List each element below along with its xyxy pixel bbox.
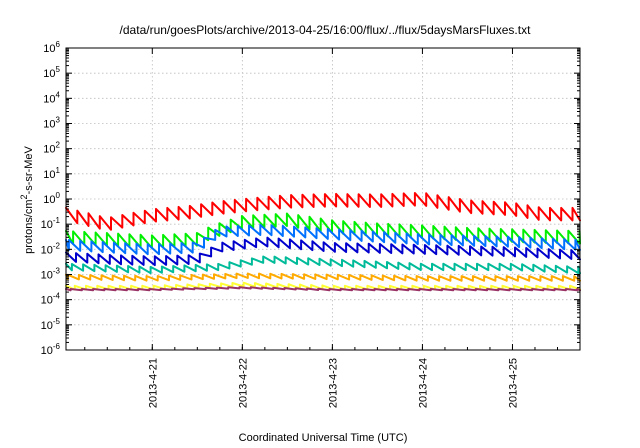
y-tick-label: 106 [43, 40, 60, 55]
series-line [65, 255, 581, 275]
x-tick-label: 2013-4-24 [417, 358, 429, 408]
x-tick-labels: 2013-4-21 2013-4-22 2013-4-23 2013-4-24 2013… [147, 358, 519, 408]
grid-lines [66, 48, 580, 350]
series-line [65, 192, 581, 231]
y-tick-label: 105 [43, 65, 60, 80]
y-tick-label: 100 [43, 191, 60, 206]
y-tick-label: 102 [43, 141, 60, 156]
x-tick-label: 2013-4-21 [147, 358, 159, 408]
x-tick-label: 2013-4-22 [237, 358, 249, 408]
y-tick-label: 104 [43, 90, 60, 105]
chart-title: /data/run/goesPlots/archive/2013-04-25/1… [120, 23, 532, 37]
y-tick-label: 103 [43, 116, 60, 131]
y-tick-label: 10-3 [41, 267, 61, 282]
series-lines [65, 192, 581, 292]
y-axis-label: protons/cm2-s-sr-MeV [19, 145, 35, 253]
y-tick-label: 10-5 [41, 317, 61, 332]
y-tick-label: 10-4 [41, 292, 61, 307]
x-axis-label: Coordinated Universal Time (UTC) [239, 432, 408, 444]
y-tick-label: 10-1 [41, 216, 61, 231]
x-tick-label: 2013-4-25 [507, 358, 519, 408]
series-line [65, 236, 581, 267]
series-line [65, 223, 581, 256]
y-tick-labels: 10-6 10-5 10-4 10-3 10-2 10-1 100 101 102 103 104 1… [41, 40, 61, 357]
series-line [65, 272, 581, 282]
axis-ticks [66, 47, 581, 351]
y-tick-label: 10-2 [41, 241, 61, 256]
x-tick-label: 2013-4-23 [327, 358, 339, 408]
y-tick-label: 101 [43, 166, 60, 181]
series-line [65, 212, 581, 249]
series-line [65, 286, 581, 292]
y-tick-label: 10-6 [41, 342, 61, 357]
